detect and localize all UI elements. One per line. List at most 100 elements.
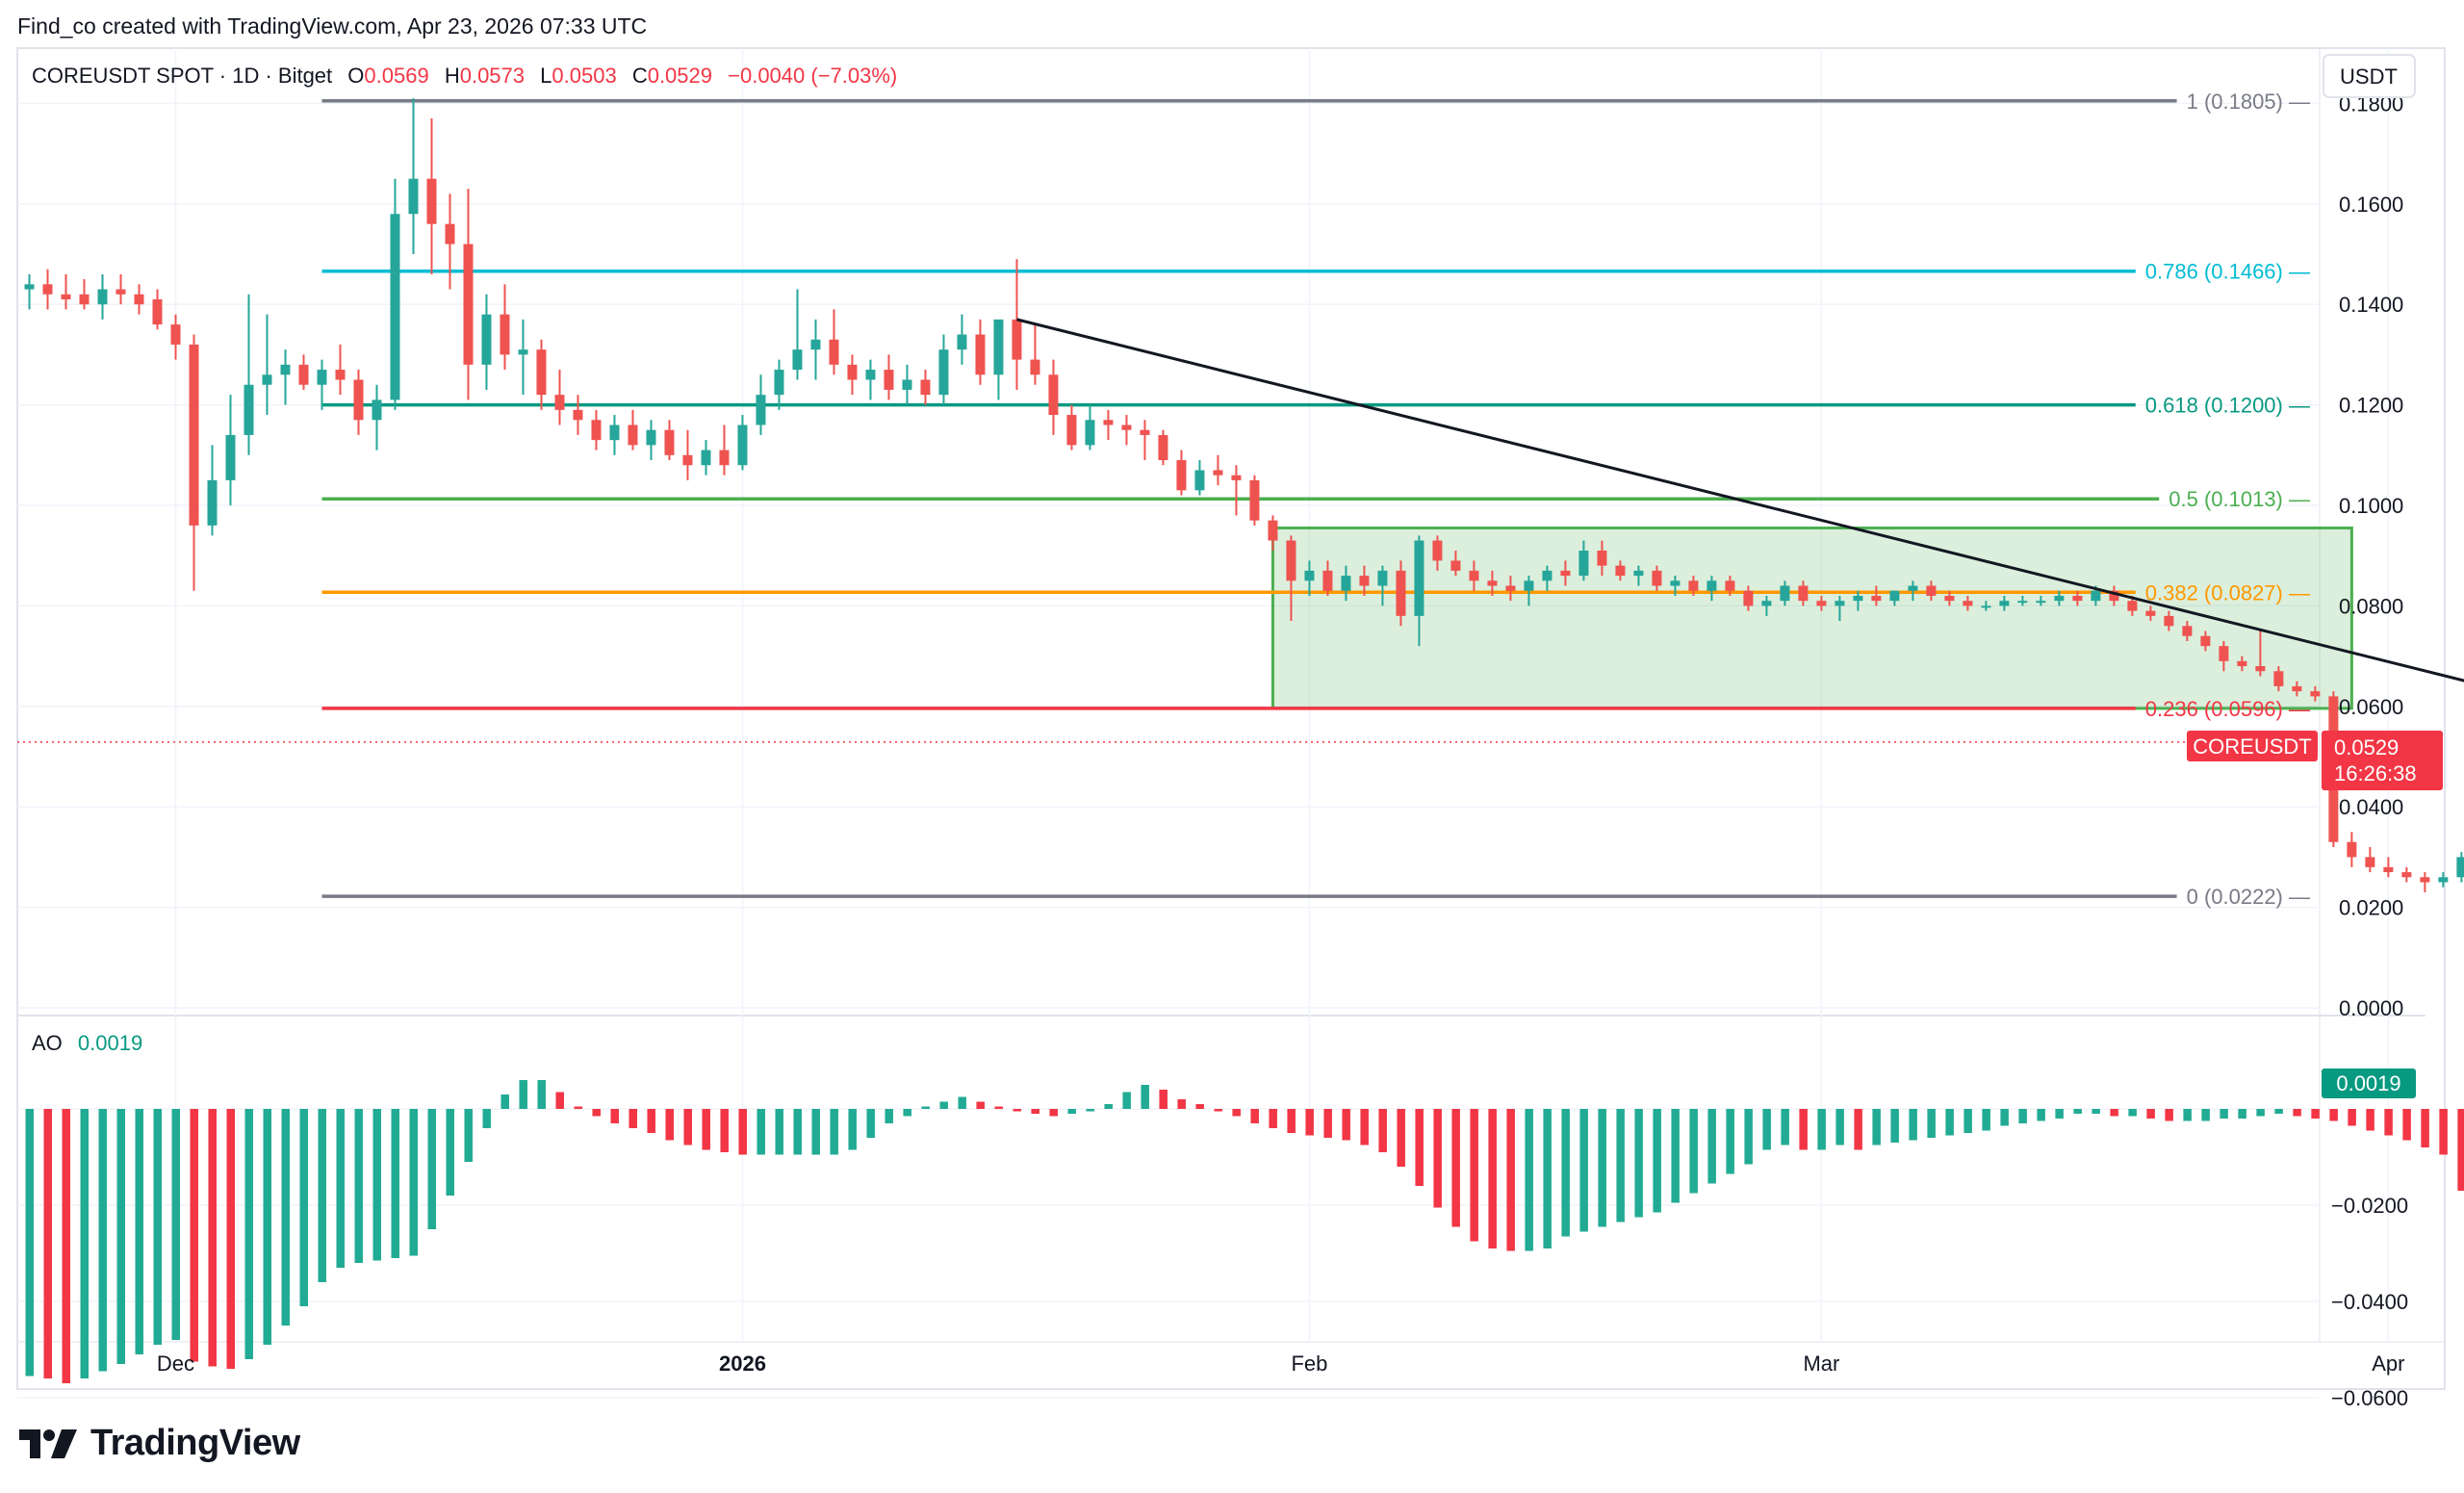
legend-low: 0.0503 (552, 64, 616, 88)
ao-bar (1488, 1109, 1497, 1248)
ao-axis[interactable]: −0.0200 −0.0400 −0.0600 (2331, 1194, 2408, 1410)
candle-body (2036, 601, 2046, 604)
candle-body (2072, 595, 2083, 602)
ao-bar (1835, 1109, 1844, 1145)
ao-bar (1214, 1109, 1222, 1112)
candle-body (1487, 580, 1498, 586)
trendline[interactable] (1016, 318, 2464, 817)
candle-body (152, 298, 163, 325)
candle-body (1268, 520, 1278, 541)
ao-bar (1799, 1109, 1808, 1150)
candle-body (2017, 601, 2028, 604)
candle-body (189, 344, 199, 526)
ao-bar (1726, 1109, 1734, 1174)
ao-bar (2311, 1109, 2320, 1119)
ao-label[interactable]: AO (32, 1031, 63, 1055)
ao-bar (720, 1109, 729, 1152)
candle-body (902, 379, 912, 390)
candle-body (1871, 595, 1882, 602)
candle-body (408, 178, 419, 215)
legend-close: 0.0529 (648, 64, 712, 88)
ao-bar (2037, 1109, 2045, 1121)
candle-body (2365, 857, 2375, 867)
ao-axis-label: −0.0400 (2331, 1290, 2408, 1314)
candle-body (2200, 635, 2211, 647)
ao-bar (43, 1109, 52, 1378)
ao-bar (757, 1109, 765, 1155)
candle-body (573, 409, 583, 421)
currency-label: USDT (2340, 64, 2398, 89)
ao-bar (2201, 1109, 2210, 1121)
tradingview-logo[interactable]: TradingView (19, 1423, 300, 1464)
ao-bar (135, 1109, 143, 1354)
ao-bar (1360, 1109, 1369, 1145)
ao-bar (1177, 1099, 1186, 1109)
candle-body (518, 349, 528, 355)
candle-body (664, 429, 675, 455)
ao-bar (866, 1109, 875, 1138)
candle-body (737, 425, 748, 466)
ao-bar (1287, 1109, 1296, 1133)
ao-bar (208, 1109, 217, 1367)
candle-body (426, 178, 437, 224)
candle-body (1432, 540, 1443, 561)
candle-body (2054, 595, 2065, 602)
ao-bar (830, 1109, 838, 1155)
ao-bar (1067, 1109, 1076, 1114)
candle-body (2347, 841, 2357, 858)
ao-bar (1909, 1109, 1917, 1141)
candle-body (1304, 570, 1315, 581)
legend-symbol[interactable]: COREUSDT SPOT · 1D · Bitget (32, 64, 332, 88)
ao-bar (1964, 1109, 1972, 1133)
candle-body (1615, 565, 1626, 577)
candle-body (1140, 429, 1150, 435)
ao-bar (1342, 1109, 1350, 1141)
fib-level-label: 0.382 (0.0827) — (2145, 580, 2310, 605)
candle-body (1816, 601, 1827, 606)
candle-body (1176, 460, 1187, 491)
ao-bar (1781, 1109, 1789, 1145)
candle-body (1286, 540, 1296, 581)
ao-bar (1982, 1109, 1990, 1131)
ao-bar (1378, 1109, 1387, 1152)
ao-bar (1305, 1109, 1314, 1136)
ao-bar (2366, 1109, 2374, 1131)
ao-bar (793, 1109, 802, 1155)
candle-body (1560, 570, 1571, 577)
ao-bar (1927, 1109, 1936, 1138)
time-axis[interactable]: Dec2026FebMarAprMayJun (157, 1351, 2464, 1376)
legend-change: −0.0040 (−7.03%) (728, 64, 897, 88)
candle-body (1633, 570, 1644, 577)
ao-bar (1013, 1109, 1021, 1112)
tradingview-logo-text: TradingView (90, 1423, 300, 1463)
ao-bar (2128, 1109, 2137, 1117)
candle-body (1396, 570, 1406, 616)
ao-bar (1707, 1109, 1716, 1184)
fibonacci-levels: 1 (0.1805) — 0.786 (0.1466) — 0.618 (0.120… (321, 90, 2310, 909)
ao-bar (2421, 1109, 2429, 1147)
legend-high: 0.0573 (460, 64, 525, 88)
price-axis-label: 0.1400 (2339, 293, 2403, 317)
ao-bar (683, 1109, 692, 1145)
ao-bar (1470, 1109, 1478, 1242)
candle-body (2420, 877, 2430, 883)
candle-body (2109, 590, 2119, 602)
ao-bar (2293, 1109, 2301, 1117)
candle-body (1597, 550, 1607, 566)
ao-bar (372, 1109, 381, 1261)
ao-bar (1817, 1109, 1826, 1150)
ao-bar (2457, 1109, 2464, 1191)
candle-body (1707, 580, 1717, 591)
candle-body (1725, 580, 1735, 591)
candle-body (1963, 601, 1973, 606)
candle-body (2255, 666, 2266, 672)
currency-box[interactable]: USDT (2323, 54, 2416, 98)
candle-body (884, 370, 894, 390)
legend-high-label: H (445, 64, 460, 88)
candle-body (1194, 470, 1205, 491)
ao-bar (1269, 1109, 1277, 1128)
candle-body (1835, 601, 1845, 606)
ao-bar (1543, 1109, 1552, 1248)
candle-body (975, 334, 986, 375)
candle-body (1743, 590, 1754, 606)
